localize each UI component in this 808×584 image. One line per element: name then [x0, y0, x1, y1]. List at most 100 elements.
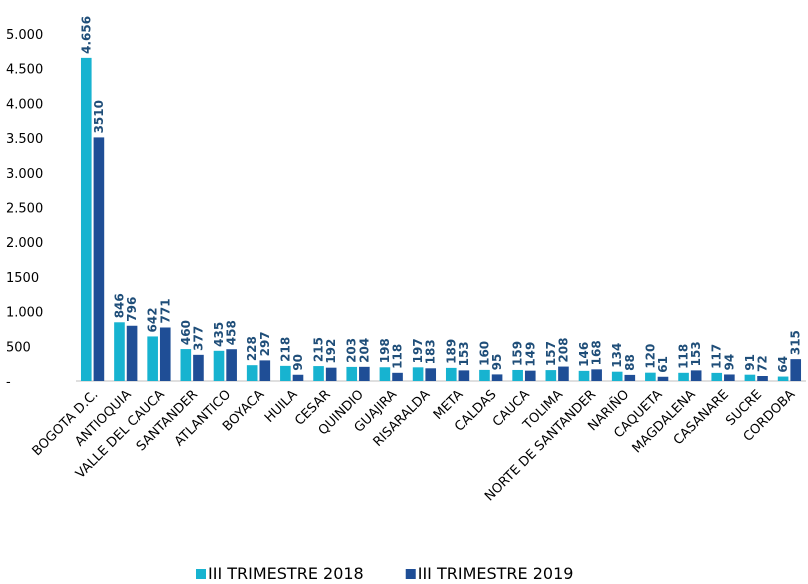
bar	[611, 371, 623, 381]
data-label: 771	[158, 298, 172, 323]
data-label: 458	[225, 320, 239, 345]
bar	[545, 370, 557, 381]
bar	[246, 365, 258, 381]
bar	[425, 368, 437, 381]
y-tick-label: 1500	[6, 271, 39, 286]
data-label: 118	[391, 344, 405, 369]
data-label: 134	[610, 343, 624, 368]
data-label: 218	[278, 337, 292, 362]
bar	[678, 372, 689, 381]
bar	[724, 374, 735, 381]
data-label: 153	[689, 341, 703, 366]
bar	[479, 369, 490, 381]
bar	[80, 57, 92, 382]
bar	[491, 374, 503, 381]
y-tick-label: 500	[6, 340, 31, 355]
bar	[412, 367, 424, 381]
bar	[578, 370, 590, 381]
bar	[757, 376, 768, 381]
data-label: 208	[556, 338, 570, 363]
y-tick-label: 3.500	[6, 132, 43, 147]
bar	[193, 354, 204, 381]
bar	[777, 376, 789, 381]
bar	[359, 366, 370, 381]
bar	[690, 370, 702, 381]
data-label: 94	[722, 354, 736, 371]
data-label: 146	[577, 342, 591, 367]
data-label: 204	[357, 338, 371, 363]
y-tick-label: 4.000	[6, 97, 43, 112]
data-label: 4.656	[79, 16, 93, 54]
bar	[591, 369, 602, 381]
data-label: 3510	[92, 100, 106, 133]
legend-swatch	[196, 569, 206, 579]
data-label: 297	[258, 331, 272, 356]
data-label: 460	[179, 320, 193, 345]
bar	[645, 372, 656, 381]
bar	[180, 349, 192, 381]
data-label: 192	[324, 339, 338, 364]
data-label: 91	[743, 354, 757, 371]
data-label: 72	[756, 355, 770, 372]
legend-label: III TRIMESTRE 2019	[418, 564, 574, 583]
y-tick-label: 5.000	[6, 28, 43, 43]
data-label: 846	[112, 293, 126, 318]
bar	[114, 322, 125, 381]
data-label: 118	[677, 344, 691, 369]
y-tick-label: 2.000	[6, 236, 43, 251]
bar	[346, 366, 358, 381]
bar	[147, 336, 158, 381]
bar	[292, 374, 304, 381]
bar	[790, 359, 802, 381]
bar	[159, 327, 171, 381]
data-label: 157	[544, 341, 558, 366]
bar	[624, 374, 636, 381]
data-label: 168	[590, 340, 604, 365]
bar	[93, 137, 105, 381]
data-label: 315	[789, 330, 803, 355]
data-label: 377	[191, 326, 205, 351]
data-label: 796	[125, 297, 139, 322]
data-label: 90	[291, 354, 305, 371]
data-label: 149	[523, 342, 537, 367]
data-label: 197	[411, 338, 425, 363]
data-label: 61	[656, 356, 670, 373]
bar	[259, 360, 271, 381]
bar	[392, 372, 403, 381]
bar	[524, 370, 536, 381]
data-label: 203	[345, 338, 359, 363]
bar	[126, 325, 138, 381]
bar	[226, 349, 237, 381]
data-label: 153	[457, 341, 471, 366]
y-tick-label: 1.000	[6, 306, 43, 321]
bar	[445, 367, 457, 381]
bar	[213, 350, 225, 381]
bar	[711, 372, 723, 381]
data-label: 228	[245, 336, 259, 361]
y-tick-label: 3.000	[6, 167, 43, 182]
data-label: 64	[776, 356, 790, 373]
bar	[512, 369, 523, 381]
y-tick-label: 4.500	[6, 63, 43, 78]
data-label: 215	[312, 337, 326, 362]
data-label: 159	[511, 341, 525, 366]
bar	[458, 370, 470, 381]
data-label: 435	[212, 322, 226, 347]
data-label: 160	[477, 341, 491, 366]
bar	[379, 367, 391, 381]
data-label: 120	[643, 344, 657, 369]
bar	[280, 365, 291, 381]
data-label: 117	[710, 344, 724, 369]
data-label: 88	[623, 354, 637, 371]
y-tick-label: -	[6, 375, 11, 390]
y-tick-label: 2.500	[6, 202, 43, 217]
legend-swatch	[405, 569, 416, 579]
data-label: 198	[378, 338, 392, 363]
data-label: 189	[444, 339, 458, 364]
legend-label: III TRIMESTRE 2018	[208, 564, 364, 583]
data-label: 642	[146, 307, 160, 332]
data-label: 183	[424, 339, 438, 364]
bar	[657, 376, 669, 381]
bar	[313, 366, 324, 381]
